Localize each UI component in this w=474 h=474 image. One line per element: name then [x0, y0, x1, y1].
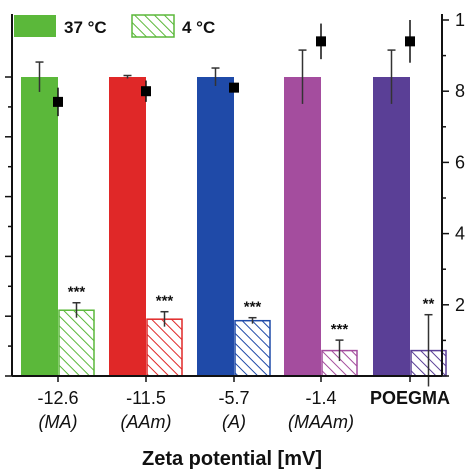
y-tick-label-right: 1 [455, 10, 465, 30]
y-tick-label-right: 4 [455, 224, 465, 244]
data-point [229, 82, 239, 93]
significance-label: *** [68, 284, 86, 301]
x-tick-label: -11.5 [126, 388, 166, 408]
data-point [405, 36, 415, 47]
bar-37c [284, 77, 321, 376]
x-tick-sublabel: (MAAm) [288, 412, 354, 432]
x-axis-title: Zeta potential [mV] [142, 448, 322, 470]
y-tick-label-right: 2 [455, 295, 465, 315]
x-tick-label: -12.6 [37, 388, 78, 408]
bar-37c [109, 77, 146, 376]
x-tick-sublabel: (MA) [39, 412, 78, 432]
x-tick-label: -5.7 [218, 388, 249, 408]
x-tick-sublabel: (AAm) [121, 412, 172, 432]
legend-swatch-4c [131, 14, 175, 38]
legend-swatch-37c [14, 15, 56, 37]
x-tick-sublabel: (A) [222, 412, 246, 432]
bar-4c [146, 318, 183, 377]
x-tick-label: POEGMA [370, 388, 450, 408]
bar-4c [58, 309, 95, 377]
y-tick-label-right: 6 [455, 152, 465, 172]
data-point [141, 86, 151, 97]
y-tick-label-right: 8 [455, 81, 465, 101]
bar-4c [234, 319, 271, 377]
significance-label: *** [244, 299, 262, 316]
legend-label-4c: 4 °C [182, 18, 215, 37]
bar-37c [197, 77, 234, 376]
significance-label: ** [423, 296, 435, 313]
x-tick-label: -1.4 [305, 388, 336, 408]
data-point [316, 36, 326, 47]
significance-label: *** [156, 293, 174, 310]
significance-label: *** [331, 321, 349, 338]
legend-label-37c: 37 °C [64, 18, 107, 37]
bar-37c [21, 77, 58, 376]
data-point [53, 96, 63, 107]
bar-37c [373, 77, 410, 376]
